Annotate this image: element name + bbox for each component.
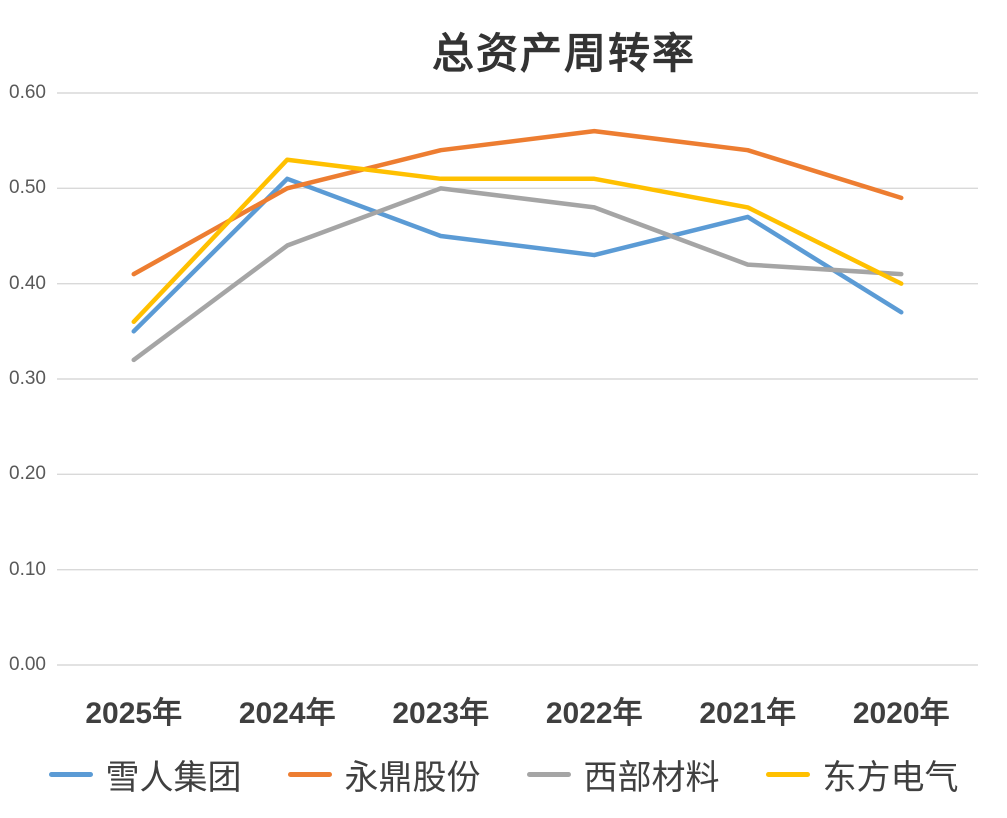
series-line xyxy=(131,128,904,277)
legend-item: 东方电气 xyxy=(765,750,959,799)
chart-title: 总资产周转率 xyxy=(431,32,697,78)
legend-item: 永鼎股份 xyxy=(287,750,481,799)
legend-item: 西部材料 xyxy=(526,750,720,799)
series-line xyxy=(131,157,904,325)
x-axis-label: 2024年 xyxy=(238,697,336,730)
legend: 雪人集团 永鼎股份 西部材料 东方电气 xyxy=(0,746,1007,802)
series-line xyxy=(131,186,904,363)
legend-label: 雪人集团 xyxy=(105,759,242,797)
legend-item: 雪人集团 xyxy=(48,750,242,799)
y-axis-tick-label: 0.30 xyxy=(9,368,46,389)
y-axis-tick-label: 0.60 xyxy=(9,82,46,103)
legend-label: 西部材料 xyxy=(583,759,720,797)
legend-swatch-icon xyxy=(287,771,332,777)
legend-swatch-icon xyxy=(526,771,571,777)
y-axis-tick-label: 0.40 xyxy=(9,272,46,294)
y-axis-tick-label: 0.20 xyxy=(9,463,46,485)
y-axis-tick-label: 0.10 xyxy=(9,558,46,580)
y-axis-tick-label: 0.50 xyxy=(9,177,46,199)
y-axis-tick-label: 0.00 xyxy=(9,654,46,675)
x-axis-label: 2020年 xyxy=(852,697,950,730)
x-axis-label: 2022年 xyxy=(545,697,643,730)
legend-swatch-icon xyxy=(48,771,93,777)
legend-swatch-icon xyxy=(765,771,810,777)
x-axis-label: 2021年 xyxy=(699,697,797,730)
x-axis-label: 2023年 xyxy=(392,697,490,730)
legend-label: 东方电气 xyxy=(822,759,959,797)
legend-label: 永鼎股份 xyxy=(344,759,481,797)
x-axis-label: 2025年 xyxy=(85,697,183,730)
